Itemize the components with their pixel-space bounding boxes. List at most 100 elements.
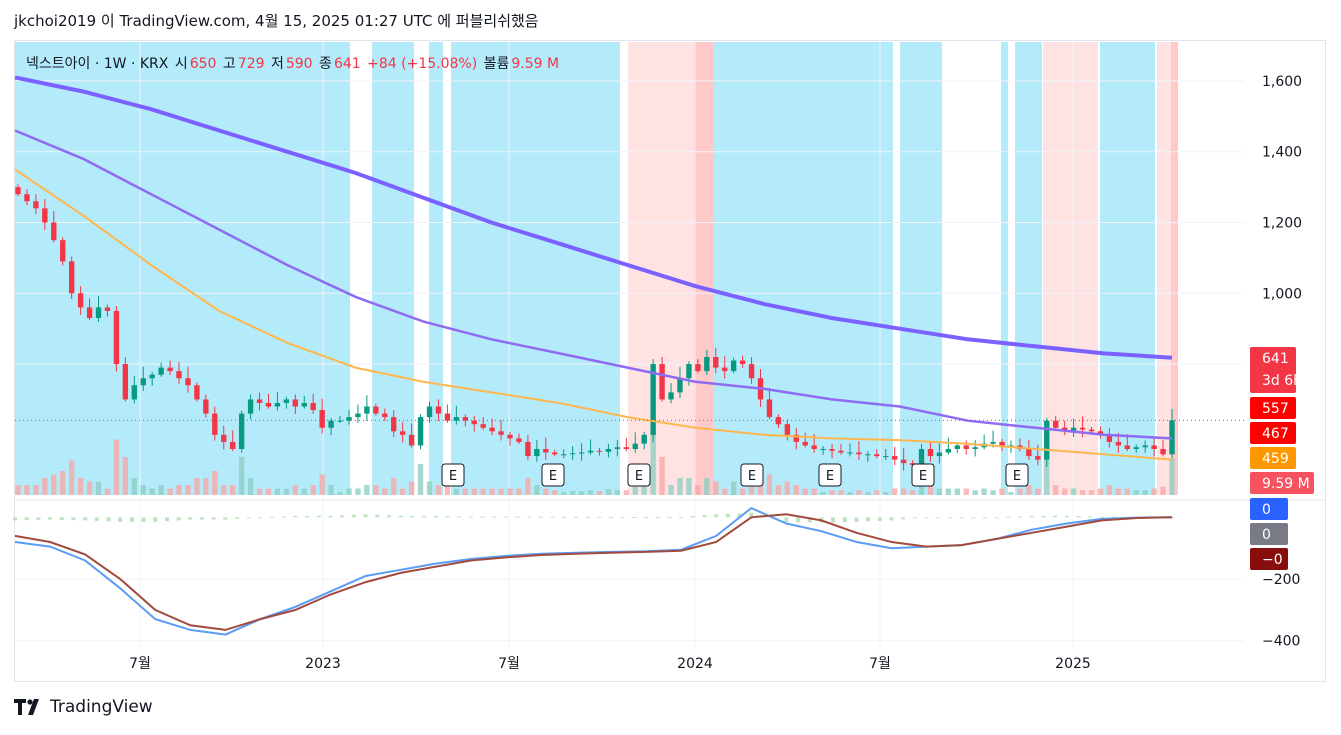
macd-histogram-bar xyxy=(164,517,169,522)
volume-bar xyxy=(704,478,710,495)
candle-body xyxy=(1088,429,1095,432)
candle-body xyxy=(301,402,307,407)
macd-histogram-bar xyxy=(877,517,882,521)
macd-histogram-bar xyxy=(410,515,415,518)
volume-bar xyxy=(176,485,182,495)
macd-histogram-bar xyxy=(363,514,368,518)
candle-body xyxy=(999,441,1005,446)
legend-symbol[interactable]: 넥스트아이 · 1W · KRX xyxy=(26,56,169,72)
macd-histogram-bar xyxy=(679,516,684,518)
macd-histogram-bar xyxy=(59,517,64,520)
macd-label-text: 0 xyxy=(1262,502,1271,518)
volume-bar xyxy=(802,488,808,495)
candle-body xyxy=(802,441,808,446)
macd-histogram-bar xyxy=(585,516,590,518)
band-bullish xyxy=(900,42,942,495)
band-bearish-strong xyxy=(1171,42,1178,495)
volume-bar xyxy=(221,485,227,495)
candle-body xyxy=(543,448,549,453)
candle-body xyxy=(489,427,495,432)
volume-bar xyxy=(874,490,880,495)
macd-histogram-bar xyxy=(924,517,929,519)
volume-bar xyxy=(1097,488,1104,495)
volume-bar xyxy=(355,488,361,495)
tradingview-logo[interactable]: TradingView xyxy=(14,697,153,717)
volume-bar xyxy=(194,478,200,495)
candle-body xyxy=(319,410,325,428)
macd-histogram-bar xyxy=(1018,516,1023,518)
macd-label-box xyxy=(1250,548,1288,570)
candle-body xyxy=(42,208,48,223)
volume-bar xyxy=(408,481,415,495)
candle-body xyxy=(623,447,629,449)
volume-bar xyxy=(453,488,460,495)
price-label-box xyxy=(1250,447,1296,469)
candle-body xyxy=(310,402,316,411)
candle-body xyxy=(221,434,227,442)
macd-histogram-bar xyxy=(901,517,906,520)
candle-body xyxy=(552,452,558,455)
candle-body xyxy=(382,413,388,418)
volume-bar xyxy=(730,481,737,495)
volume-bar xyxy=(1133,490,1139,495)
volume-bar xyxy=(936,488,943,495)
macd-histogram-bar xyxy=(223,517,228,520)
candle-body xyxy=(51,222,57,241)
candle-body xyxy=(435,406,442,414)
macd-histogram-bar xyxy=(1076,516,1081,518)
macd-histogram-bar xyxy=(375,514,380,518)
candle-body xyxy=(104,307,111,311)
volume-bar xyxy=(1142,490,1148,495)
candle-body xyxy=(113,310,120,365)
candle-body xyxy=(140,378,146,386)
candle-body xyxy=(534,448,540,457)
candle-body xyxy=(1035,456,1041,460)
volume-bar xyxy=(543,488,549,495)
publish-header: jkchoi2019 이 TradingView.com, 4월 15, 202… xyxy=(14,12,539,30)
band-bullish xyxy=(714,42,893,495)
macd-histogram-bar xyxy=(784,517,789,522)
y-tick-label: −400 xyxy=(1262,634,1300,650)
volume-bar xyxy=(578,491,585,495)
volume-bar xyxy=(525,478,531,495)
candle-body xyxy=(337,420,343,422)
candle-body xyxy=(927,448,934,457)
volume-bar xyxy=(86,481,93,495)
macd-histogram-bar xyxy=(13,517,17,521)
band-bullish xyxy=(1100,42,1155,495)
volume-bar xyxy=(516,488,522,495)
macd-histogram-bar xyxy=(235,517,240,519)
volume-bar xyxy=(283,488,290,495)
volume-bar xyxy=(319,474,325,495)
candle-body xyxy=(605,448,612,452)
band-bullish xyxy=(451,42,620,495)
volume-bar xyxy=(963,488,969,495)
volume-bar xyxy=(364,485,370,495)
macd-label-box xyxy=(1250,523,1288,545)
candle-body xyxy=(131,385,137,400)
macd-histogram-bar xyxy=(749,512,754,518)
macd-histogram-bar xyxy=(305,515,310,518)
volume-bar xyxy=(739,488,746,495)
legend-volume-label: 볼륨 xyxy=(483,56,510,72)
macd-histogram-bar xyxy=(515,516,520,518)
volume-bar xyxy=(203,478,209,495)
band-bullish xyxy=(1015,42,1042,495)
candle-body xyxy=(578,452,585,454)
candle-body xyxy=(900,459,907,464)
macd-histogram-bar xyxy=(994,517,999,519)
volume-bar xyxy=(471,488,477,495)
macd-histogram-bar xyxy=(1111,516,1116,518)
volume-bar xyxy=(659,457,665,495)
volume-bar xyxy=(1106,485,1113,495)
price-label-text: 467 xyxy=(1262,426,1289,442)
macd-histogram-bar xyxy=(422,515,427,518)
macd-histogram-bar xyxy=(1041,515,1046,518)
candle-body xyxy=(722,367,728,372)
macd-histogram-bar xyxy=(550,516,555,518)
volume-bar xyxy=(51,474,57,495)
candle-body xyxy=(766,399,773,418)
candle-body xyxy=(614,447,621,449)
earnings-badge xyxy=(740,463,764,487)
